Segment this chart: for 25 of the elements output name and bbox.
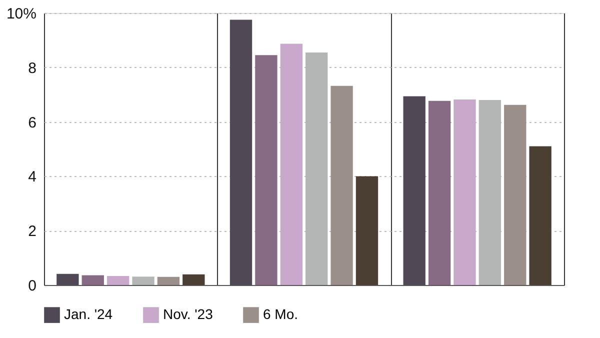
bar — [157, 276, 180, 285]
bar — [504, 104, 526, 285]
y-tick-label: 2 — [28, 223, 36, 240]
bar — [356, 176, 378, 285]
bar — [428, 100, 451, 285]
legend-label: Nov. '23 — [163, 306, 214, 322]
bar — [82, 275, 104, 285]
legend-label: 6 Mo. — [263, 306, 298, 322]
bar — [182, 274, 205, 285]
bar — [56, 274, 79, 285]
y-tick-label: 0 — [28, 278, 36, 294]
bar — [230, 20, 252, 285]
bar — [106, 276, 130, 285]
y-tick-label: 8 — [28, 60, 36, 77]
bar — [454, 99, 476, 285]
bar — [403, 96, 426, 285]
bar — [529, 146, 552, 285]
legend-label: Jan. '24 — [64, 306, 113, 322]
bar — [255, 55, 278, 285]
bar — [132, 276, 154, 285]
y-tick-label: 6 — [28, 114, 36, 132]
bar — [280, 44, 302, 285]
y-tick-label: 4 — [28, 168, 36, 186]
y-tick-label: 10% — [6, 6, 36, 22]
bar — [330, 86, 353, 285]
